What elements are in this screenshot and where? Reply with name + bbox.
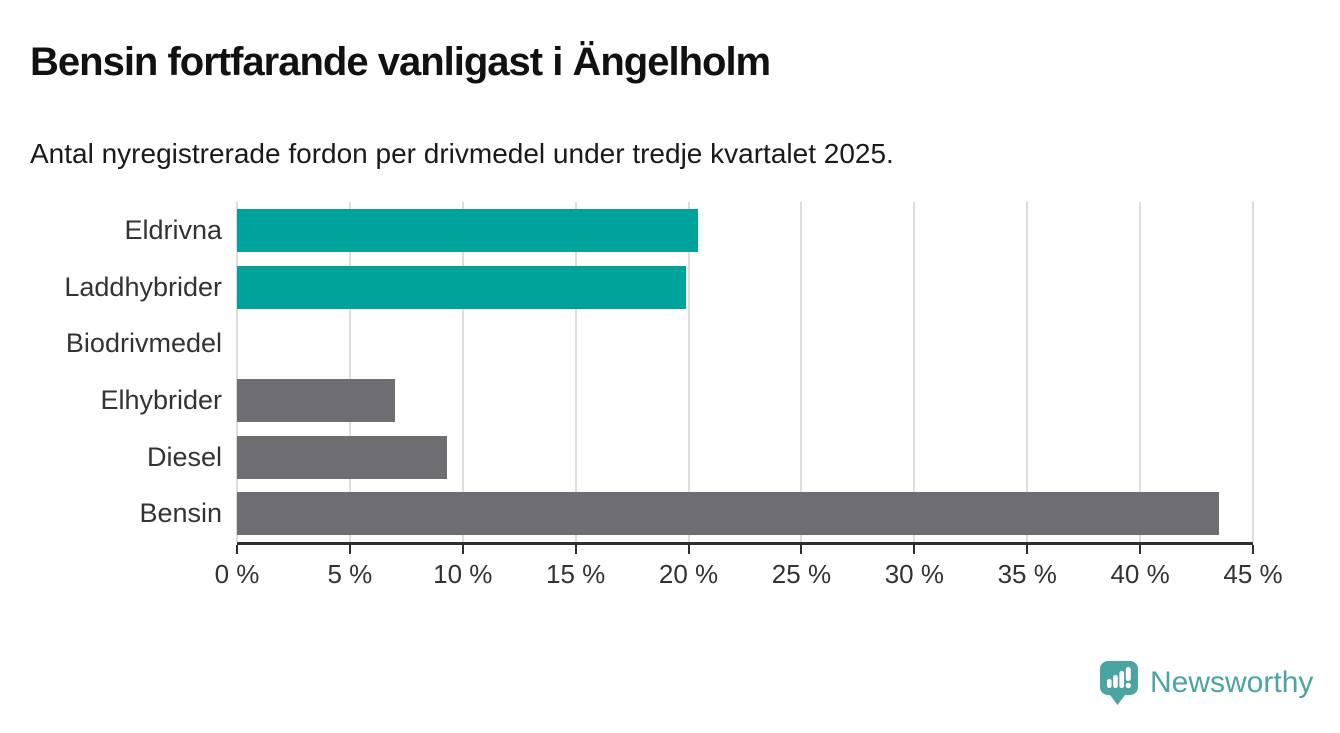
newsworthy-logo-icon (1100, 661, 1138, 705)
x-axis: 0 % 5 % 10 % 15 % 20 % 25 % 30 % 35 % 40 % 45 % (215, 542, 1283, 589)
bar-laddhybrider (237, 265, 687, 309)
gridline (1026, 202, 1029, 542)
bar-bensin (237, 492, 1220, 536)
gridline (687, 202, 690, 542)
y-axis-labels: Eldrivna Laddhybrider Biodrivmedel Elhybrid… (0, 202, 222, 542)
gridline (348, 202, 351, 542)
category-label: Elhybrider (100, 384, 222, 415)
gridline (1252, 202, 1254, 542)
category-label: Eldrivna (124, 214, 222, 245)
x-tick-label: 35 % (997, 559, 1057, 589)
category-label: Diesel (146, 441, 222, 472)
gridline (461, 202, 464, 542)
category-label: Biodrivmedel (65, 328, 222, 359)
x-tick (800, 545, 803, 554)
x-tick-label: 15 % (546, 559, 606, 589)
y-label-row: Biodrivmedel (0, 315, 222, 372)
gridline (913, 202, 916, 542)
x-tick (687, 545, 690, 554)
x-tick (1252, 545, 1254, 554)
chart-subtitle: Antal nyregistrerade fordon per drivmede… (30, 138, 894, 169)
chart-title: Bensin fortfarande vanligast i Ängelholm (30, 40, 771, 84)
gridline (800, 202, 803, 542)
bar-row (237, 485, 1253, 542)
y-label-row: Elhybrider (0, 372, 222, 429)
y-label-row: Bensin (0, 485, 222, 542)
bar-row (237, 315, 1253, 372)
x-tick-label: 0 % (214, 559, 260, 589)
x-tick-label: 20 % (658, 559, 719, 589)
bar-diesel (237, 435, 447, 479)
branding: Newsworthy (1100, 660, 1313, 706)
bar-row (237, 372, 1253, 429)
bar-eldrivna (237, 208, 698, 252)
y-label-row: Eldrivna (0, 202, 222, 259)
x-tick (348, 545, 351, 554)
x-tick (461, 545, 464, 554)
bars-container (237, 202, 1253, 542)
bar-row (237, 429, 1253, 486)
brand-name: Newsworthy (1150, 666, 1314, 699)
bar-row (237, 202, 1253, 259)
x-tick-label: 25 % (771, 559, 832, 589)
y-label-row: Laddhybrider (0, 259, 222, 316)
plot-area (236, 202, 1254, 542)
category-label: Laddhybrider (64, 271, 222, 302)
y-label-row: Diesel (0, 429, 222, 486)
category-label: Bensin (139, 498, 222, 529)
x-tick-label: 5 % (327, 559, 373, 589)
x-tick (236, 545, 238, 554)
x-tick-label: 10 % (433, 559, 493, 589)
x-tick (574, 545, 577, 554)
bar-elhybrider (237, 378, 396, 422)
gridline (574, 202, 577, 542)
x-tick (1026, 545, 1029, 554)
x-tick-label: 30 % (884, 559, 944, 589)
x-tick (1139, 545, 1142, 554)
bar-row (237, 259, 1253, 316)
x-tick-label: 45 % (1223, 559, 1283, 589)
x-tick (913, 545, 916, 554)
gridline (1139, 202, 1142, 542)
gridline (236, 202, 238, 542)
x-tick-label: 40 % (1110, 559, 1170, 589)
